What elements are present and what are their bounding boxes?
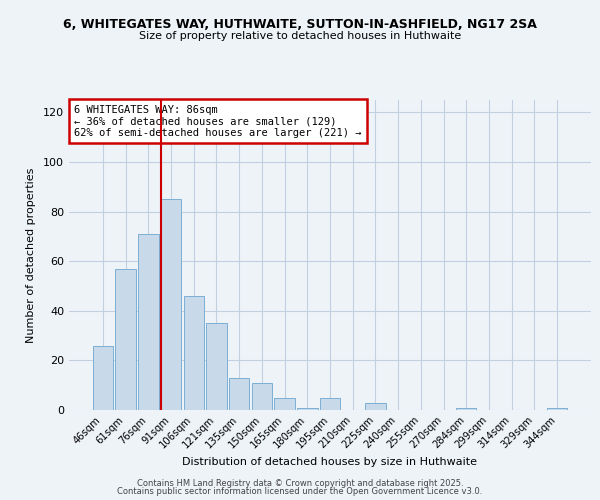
Bar <box>547 408 567 410</box>
Bar <box>161 199 181 410</box>
X-axis label: Distribution of detached houses by size in Huthwaite: Distribution of detached houses by size … <box>182 458 478 468</box>
Bar <box>251 382 272 410</box>
Text: 6, WHITEGATES WAY, HUTHWAITE, SUTTON-IN-ASHFIELD, NG17 2SA: 6, WHITEGATES WAY, HUTHWAITE, SUTTON-IN-… <box>63 18 537 30</box>
Bar <box>365 402 386 410</box>
Y-axis label: Number of detached properties: Number of detached properties <box>26 168 36 342</box>
Bar <box>229 378 250 410</box>
Text: Contains HM Land Registry data © Crown copyright and database right 2025.: Contains HM Land Registry data © Crown c… <box>137 478 463 488</box>
Bar <box>456 408 476 410</box>
Bar <box>115 268 136 410</box>
Text: Size of property relative to detached houses in Huthwaite: Size of property relative to detached ho… <box>139 31 461 41</box>
Bar <box>93 346 113 410</box>
Bar <box>138 234 158 410</box>
Text: Contains public sector information licensed under the Open Government Licence v3: Contains public sector information licen… <box>118 487 482 496</box>
Text: 6 WHITEGATES WAY: 86sqm
← 36% of detached houses are smaller (129)
62% of semi-d: 6 WHITEGATES WAY: 86sqm ← 36% of detache… <box>74 104 362 138</box>
Bar <box>206 323 227 410</box>
Bar <box>274 398 295 410</box>
Bar <box>184 296 204 410</box>
Bar <box>297 408 317 410</box>
Bar <box>320 398 340 410</box>
